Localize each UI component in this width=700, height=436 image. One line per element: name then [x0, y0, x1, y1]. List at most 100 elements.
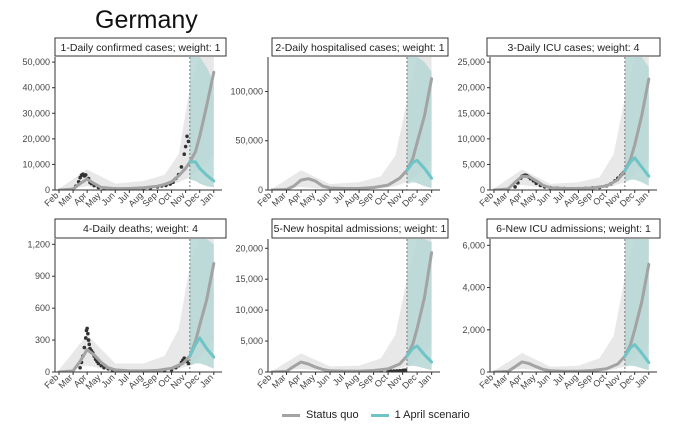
- x-tick-label: Jun: [314, 372, 331, 389]
- panel-header-box: [486, 218, 661, 239]
- observed-point: [85, 326, 89, 331]
- y-tick-label: 600: [35, 303, 50, 313]
- observed-point: [403, 368, 408, 372]
- observed-point: [78, 365, 82, 370]
- observed-point: [82, 345, 87, 350]
- legend: Status quo 1 April scenario: [282, 405, 482, 425]
- legend-item-status-quo: Status quo: [282, 409, 359, 421]
- x-tick-label: Jan: [198, 372, 215, 389]
- y-tick-label: 10,000: [457, 134, 485, 144]
- y-tick-label: 10,000: [235, 305, 263, 315]
- series-line-status-quo: [270, 77, 434, 190]
- y-tick-label: 300: [35, 335, 50, 345]
- plot-area: [57, 57, 216, 190]
- legend-label-april-scenario: 1 April scenario: [394, 409, 470, 421]
- panel-3: 05,00010,00015,00020,00025,000FebMarAprM…: [457, 37, 661, 209]
- x-tick-label: Jun: [314, 190, 331, 207]
- plot-area: [270, 239, 434, 372]
- plot-area: [57, 239, 216, 372]
- y-tick-label: 10,000: [22, 159, 50, 169]
- y-tick-label: 50,000: [22, 57, 50, 67]
- legend-swatch-april-scenario: [370, 413, 389, 417]
- y-tick-label: 6,000: [462, 240, 485, 250]
- x-tick-label: Jan: [198, 190, 215, 207]
- series-line-status-quo: [270, 251, 434, 372]
- x-tick-label: Jun: [99, 190, 116, 207]
- y-tick-label: 20,000: [22, 134, 50, 144]
- x-tick-label: Jun: [99, 372, 116, 389]
- observed-point: [389, 369, 393, 372]
- series-line-status-quo: [57, 70, 216, 190]
- observed-point: [182, 152, 187, 156]
- y-tick-label: 30,000: [22, 108, 50, 118]
- y-tick-label: 0: [258, 367, 263, 377]
- y-tick-label: 40,000: [22, 83, 50, 93]
- observed-point: [86, 338, 91, 342]
- legend-label-status-quo: Status quo: [306, 409, 359, 421]
- observed-point: [86, 331, 90, 336]
- plot-area: [270, 57, 434, 190]
- series-line-april-scenario: [188, 160, 216, 183]
- panel-title: 1-Daily confirmed cases; weight: 1: [61, 42, 221, 54]
- observed-point: [392, 369, 396, 372]
- panel-6: 02,0004,0006,000FebMarAprMayJunJulAugSep…: [462, 218, 661, 391]
- panel-title: 3-Daily ICU cases; weight: 4: [508, 42, 640, 54]
- uncertainty-band-april: [407, 239, 432, 371]
- x-tick-label: Jan: [633, 190, 650, 207]
- uncertainty-band-april: [624, 239, 649, 371]
- series-line-status-quo: [492, 77, 651, 190]
- observed-point: [87, 342, 92, 347]
- uncertainty-band-april: [407, 57, 432, 188]
- y-tick-label: 15,000: [235, 274, 263, 284]
- panel-header-box: [54, 37, 227, 57]
- panel-header-box: [271, 218, 449, 239]
- series-line-april-scenario: [405, 158, 434, 180]
- panel-header-box: [271, 37, 449, 57]
- series-line-status-quo: [492, 262, 651, 372]
- observed-point: [96, 361, 101, 366]
- series-line-april-scenario: [188, 336, 216, 359]
- legend-swatch-status-quo: [282, 413, 300, 417]
- observed-point: [183, 144, 188, 149]
- uncertainty-band-status-quo: [59, 239, 214, 372]
- y-tick-label: 0: [258, 185, 263, 195]
- y-tick-label: 1,200: [27, 239, 50, 249]
- series-line-april-scenario: [623, 343, 651, 364]
- y-tick-label: 20,000: [235, 243, 263, 253]
- observed-point: [179, 165, 184, 169]
- y-tick-label: 100,000: [230, 86, 263, 96]
- observed-point: [185, 134, 189, 139]
- series-line-april-scenario: [623, 156, 651, 178]
- panel-header-box: [54, 218, 227, 239]
- y-tick-label: 0: [45, 185, 50, 195]
- observed-point: [397, 368, 402, 372]
- y-tick-label: 2,000: [462, 325, 485, 335]
- y-tick-label: 50,000: [235, 136, 263, 146]
- observed-point: [83, 173, 88, 177]
- observed-point: [186, 361, 191, 366]
- panel-4: 03006009001,200FebMarAprMayJunJulAugSepO…: [27, 218, 227, 391]
- plot-area: [492, 239, 651, 372]
- panel-1: 010,00020,00030,00040,00050,000FebMarApr…: [22, 37, 227, 209]
- x-tick-label: Jun: [534, 190, 551, 207]
- y-tick-label: 20,000: [457, 83, 485, 93]
- figure-title: Germany: [95, 6, 198, 34]
- panel-title: 6-New ICU admissions; weight: 1: [496, 223, 651, 235]
- x-tick-label: Jan: [416, 190, 433, 207]
- panel-title: 2-Daily hospitalised cases; weight: 1: [275, 42, 444, 54]
- y-tick-label: 25,000: [457, 57, 485, 67]
- series-line-april-scenario: [405, 344, 434, 364]
- x-tick-label: Jan: [633, 372, 650, 389]
- panel-title: 5-New hospital admissions; weight: 1: [274, 223, 447, 235]
- plot-area: [492, 57, 651, 190]
- x-tick-label: Jan: [416, 372, 433, 389]
- observed-point: [83, 336, 88, 340]
- y-tick-label: 900: [35, 271, 50, 281]
- panel-header-box: [486, 37, 661, 57]
- y-tick-label: 5,000: [240, 336, 263, 346]
- x-tick-label: Jun: [534, 372, 551, 389]
- observed-point: [513, 185, 517, 189]
